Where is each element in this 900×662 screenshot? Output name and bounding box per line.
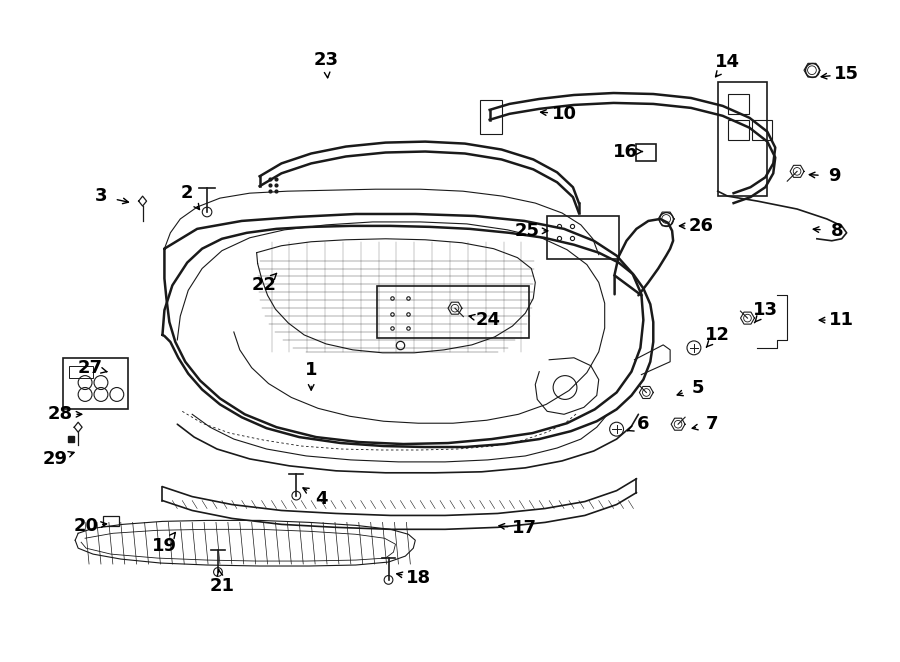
Text: 9: 9 <box>829 167 841 185</box>
Text: 16: 16 <box>613 142 638 160</box>
Text: 27: 27 <box>77 359 103 377</box>
Text: 29: 29 <box>43 450 68 468</box>
Text: 5: 5 <box>692 379 704 397</box>
Text: 19: 19 <box>152 537 177 555</box>
Text: 15: 15 <box>834 65 860 83</box>
Text: 26: 26 <box>688 217 714 235</box>
Text: 6: 6 <box>637 415 650 433</box>
Text: 11: 11 <box>829 311 854 329</box>
Text: 22: 22 <box>252 277 277 295</box>
Text: 12: 12 <box>706 326 730 344</box>
Text: 23: 23 <box>313 51 338 70</box>
Text: 8: 8 <box>831 222 843 240</box>
Text: 21: 21 <box>210 577 234 595</box>
Text: 1: 1 <box>305 361 318 379</box>
Text: 25: 25 <box>515 222 540 240</box>
Text: 10: 10 <box>552 105 577 123</box>
Text: 20: 20 <box>74 517 99 536</box>
Text: 7: 7 <box>706 415 718 433</box>
Text: 28: 28 <box>48 405 73 423</box>
Text: 17: 17 <box>512 519 537 538</box>
Text: 24: 24 <box>475 311 500 329</box>
Text: 4: 4 <box>315 490 328 508</box>
Text: 18: 18 <box>406 569 431 587</box>
Text: 2: 2 <box>181 184 194 202</box>
Text: 13: 13 <box>752 301 778 319</box>
Text: 3: 3 <box>94 187 107 205</box>
Text: 14: 14 <box>716 53 740 71</box>
